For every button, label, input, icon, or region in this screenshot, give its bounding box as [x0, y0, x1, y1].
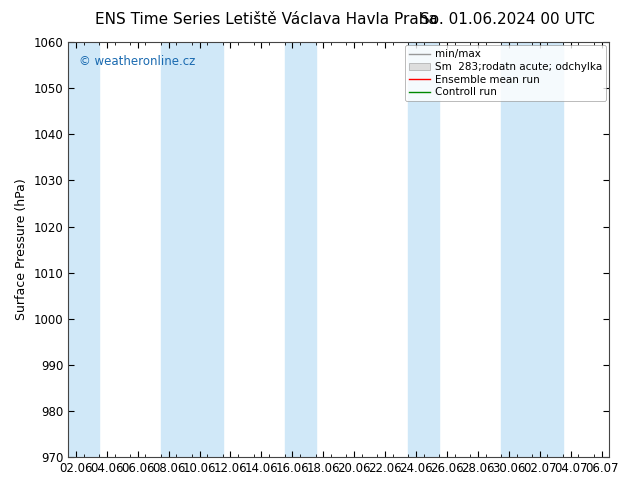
Text: © weatheronline.cz: © weatheronline.cz	[79, 54, 195, 68]
Text: So. 01.06.2024 00 UTC: So. 01.06.2024 00 UTC	[420, 12, 595, 27]
Y-axis label: Surface Pressure (hPa): Surface Pressure (hPa)	[15, 179, 28, 320]
Bar	[68, 42, 99, 457]
Legend: min/max, Sm  283;rodatn acute; odchylka, Ensemble mean run, Controll run: min/max, Sm 283;rodatn acute; odchylka, …	[404, 45, 606, 101]
Text: ENS Time Series Letiště Václava Havla Praha: ENS Time Series Letiště Václava Havla Pr…	[95, 12, 437, 27]
Bar	[285, 42, 316, 457]
Bar	[161, 42, 223, 457]
Bar	[501, 42, 563, 457]
Bar	[408, 42, 439, 457]
